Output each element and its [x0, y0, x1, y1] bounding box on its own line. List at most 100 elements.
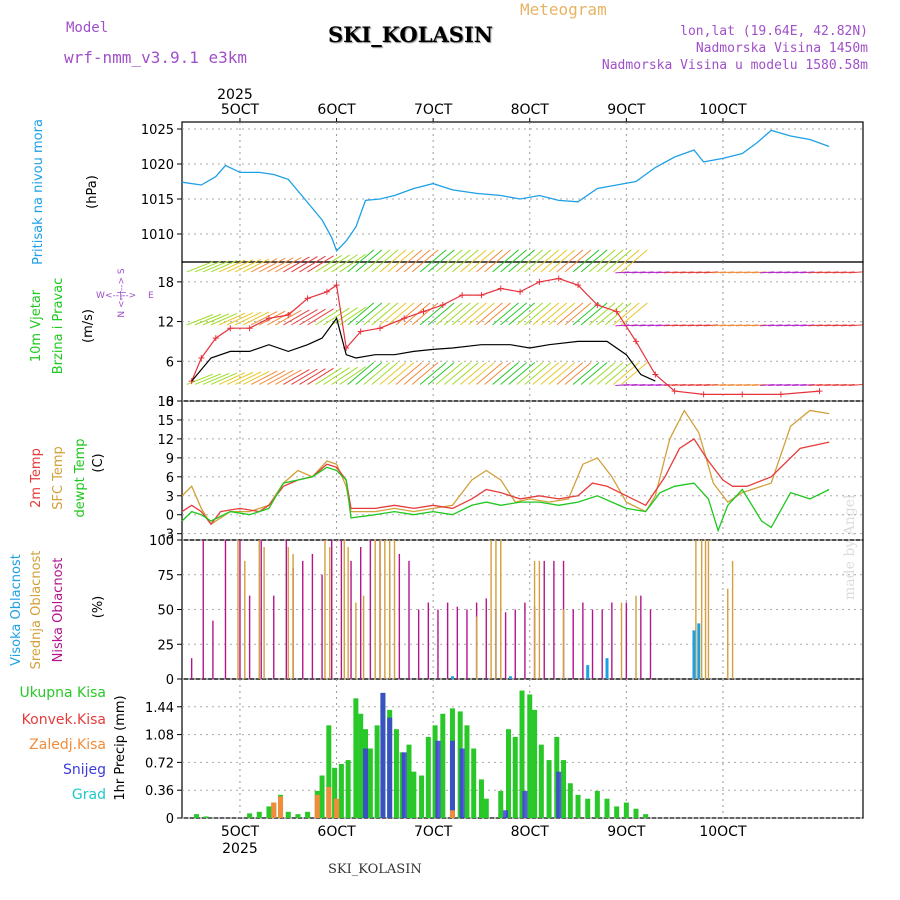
- precip-total-bar: [425, 736, 431, 818]
- top-year: 2025: [217, 87, 253, 103]
- wind-barb: [588, 302, 616, 326]
- model-altitude-info: Nadmorska Visina u modelu 1580.58m: [601, 58, 868, 73]
- wind-barb: [476, 302, 503, 326]
- wind-barb: [500, 362, 527, 385]
- precip-total-bar: [623, 802, 629, 818]
- wind-barb: [355, 362, 383, 385]
- wind-barb: [832, 271, 847, 274]
- wind-barb: [744, 271, 759, 274]
- wind-barb: [679, 383, 694, 386]
- precip-snow-bar: [449, 740, 455, 818]
- wind-gust-marker: [198, 354, 205, 361]
- wind-barb: [784, 271, 799, 274]
- wind-barb: [307, 255, 334, 273]
- wind-barb: [532, 249, 560, 273]
- wind-barb: [840, 383, 855, 386]
- wind-barb: [267, 369, 294, 385]
- wind-barb: [267, 310, 294, 326]
- wind-barb: [727, 271, 743, 274]
- wind-gust-marker: [188, 378, 195, 385]
- precip-total-bar: [353, 698, 359, 818]
- wind-barb: [363, 362, 391, 385]
- wind-gust-marker: [401, 315, 408, 322]
- wind-barb: [427, 249, 455, 273]
- wind-gust-marker: [633, 338, 639, 345]
- wind-barb: [671, 271, 686, 274]
- wind-barb: [695, 383, 710, 386]
- wind-barb: [564, 249, 592, 273]
- wind-barb: [784, 383, 799, 386]
- wind-barb: [663, 271, 678, 274]
- bottom-date-tick: 7OCT: [414, 824, 453, 840]
- y-tick-label: 18: [157, 276, 174, 291]
- precip-total-bar: [338, 763, 344, 818]
- wind-barb: [339, 253, 366, 273]
- pressure-ylabel: (hPa): [85, 175, 100, 209]
- wind-barb: [443, 302, 471, 326]
- wind-barb: [816, 271, 831, 274]
- precip-total-bar: [633, 808, 639, 818]
- wind-gust-marker: [304, 295, 311, 302]
- precip-total-bar: [527, 694, 533, 818]
- wind-barb: [768, 324, 783, 327]
- wind-barb: [242, 371, 270, 385]
- y-tick-label: 0: [166, 509, 174, 524]
- wind-barb: [711, 324, 726, 327]
- wind-barb: [379, 249, 407, 273]
- precip-total-bar: [478, 779, 484, 818]
- wind-barb: [596, 302, 624, 326]
- bottom-date-tick: 8OCT: [511, 824, 550, 840]
- wind-barb: [612, 302, 640, 326]
- wind-barb: [387, 249, 415, 273]
- wind-barb: [242, 311, 270, 326]
- wind-barb: [259, 257, 286, 273]
- wind-barb: [339, 366, 366, 385]
- wind-barb: [476, 362, 503, 385]
- precip-total-bar: [546, 760, 552, 818]
- wind-barb: [516, 302, 544, 326]
- wind-barb: [808, 324, 823, 327]
- wind-barb: [711, 271, 726, 274]
- precip-ylabel: 1hr Precip (mm): [113, 695, 128, 800]
- wind-barb: [703, 383, 718, 386]
- model-label: Model: [66, 20, 109, 36]
- precip-total-bar: [519, 690, 525, 818]
- y-tick-label: 0.36: [145, 784, 174, 799]
- legend-grad: Grad: [72, 787, 106, 803]
- wind-barb: [612, 249, 640, 273]
- wind-gust-marker: [497, 285, 504, 292]
- wind-barb: [194, 373, 222, 385]
- y-tick-label: 12: [157, 316, 174, 331]
- wind-barb: [202, 372, 230, 385]
- wind-barb: [250, 311, 278, 326]
- wind-barb: [435, 249, 463, 273]
- wind-barb: [800, 271, 815, 274]
- wind-barb: [331, 254, 358, 273]
- y-tick-label: 25: [157, 638, 174, 653]
- wind-gust-marker: [439, 302, 446, 309]
- wind-barb: [283, 256, 310, 273]
- wind-barb: [218, 372, 246, 385]
- precip-total-bar: [419, 775, 425, 818]
- wind-barb: [572, 362, 600, 385]
- precip-total-bar: [256, 811, 262, 818]
- y-tick-label: 1015: [141, 193, 174, 208]
- compass-ns: N <--|--> S: [117, 268, 127, 318]
- wind-barb: [323, 307, 350, 326]
- wind-barb: [339, 306, 366, 326]
- precip-snow-bar: [556, 771, 562, 818]
- cloud-ylabel: (%): [91, 596, 106, 619]
- wind-barb: [768, 383, 783, 386]
- wind-barb: [202, 313, 230, 326]
- wind-barb: [719, 271, 735, 274]
- wind-gust-marker: [227, 325, 234, 332]
- precip-total-bar: [432, 725, 438, 818]
- wind-barb: [283, 369, 310, 385]
- wind-barb: [516, 362, 544, 385]
- wind-barb: [679, 324, 694, 327]
- top-date-tick: 5OCT: [221, 102, 260, 118]
- precip-total-bar: [305, 811, 311, 818]
- dewpoint-title: dewpt Temp: [73, 438, 88, 517]
- y-tick-label: 0: [166, 812, 174, 827]
